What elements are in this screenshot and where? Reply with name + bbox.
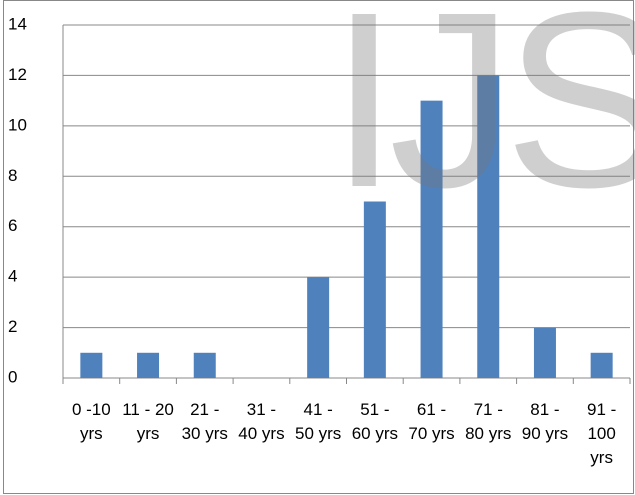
watermark: IJS xyxy=(329,0,635,239)
bar xyxy=(533,327,556,378)
x-tick-label: 61 - 70 yrs xyxy=(408,400,455,443)
bar xyxy=(137,352,160,378)
x-tick-label: 11 - 20 yrs xyxy=(122,400,174,443)
bar xyxy=(307,277,330,378)
x-tick-label: 71 - 80 yrs xyxy=(465,400,512,443)
y-tick-label: 4 xyxy=(8,267,17,286)
x-tick-label: 31 - 40 yrs xyxy=(238,400,285,443)
y-tick-label: 14 xyxy=(8,14,27,33)
y-tick-label: 6 xyxy=(8,216,17,235)
bar xyxy=(363,201,386,378)
x-tick-label: 51 - 60 yrs xyxy=(351,400,398,443)
x-tick-label: 81 - 90 yrs xyxy=(521,400,569,443)
x-tick-label: 41 - 50 yrs xyxy=(294,400,342,443)
x-tick-label: 21 - 30 yrs xyxy=(181,400,228,443)
y-tick-label: 2 xyxy=(8,317,17,336)
bar xyxy=(80,352,103,378)
bar xyxy=(420,100,443,379)
y-tick-label: 12 xyxy=(8,65,27,84)
x-tick-label: 91 - 100 yrs xyxy=(586,400,617,467)
bar xyxy=(193,352,216,378)
bar xyxy=(590,352,613,378)
y-tick-label: 8 xyxy=(8,166,17,185)
chart-border xyxy=(3,0,634,494)
y-tick-label: 10 xyxy=(8,115,27,134)
bar xyxy=(477,75,500,378)
y-tick-label: 0 xyxy=(8,367,17,386)
x-tick-label: 0 -10 yrs xyxy=(71,400,111,443)
